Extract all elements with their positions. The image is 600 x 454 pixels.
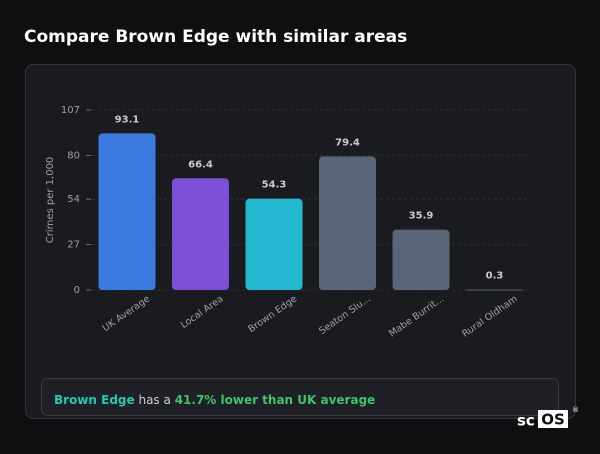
logo: sc OS ® [517, 406, 579, 430]
summary-area: Brown Edge [54, 393, 135, 407]
y-tick-label: 27 [67, 240, 80, 251]
logo-prefix: sc [517, 412, 535, 430]
logo-mark: ® [572, 406, 579, 414]
bar [466, 289, 523, 291]
y-axis-label: Crimes per 1,000 [45, 157, 56, 244]
logo-boxed: OS [541, 411, 565, 429]
bar [319, 156, 376, 290]
bar [98, 133, 156, 290]
summary-text: Brown Edge has a 41.7% lower than UK ave… [54, 393, 375, 407]
summary-comparison: 41.7% lower than UK average [175, 393, 376, 407]
logo-box [538, 410, 568, 428]
y-tick-label: 107 [61, 105, 80, 116]
summary-middle: has a [138, 393, 170, 407]
bar [172, 178, 229, 290]
value-label: 79.4 [335, 137, 360, 148]
y-tick-label: 54 [67, 194, 80, 205]
bar [245, 198, 303, 290]
chart-title: Compare Brown Edge with similar areas [24, 27, 407, 47]
y-tick-label: 0 [74, 285, 80, 296]
bar [392, 229, 450, 290]
summary-box [41, 378, 559, 416]
value-label: 35.9 [409, 211, 434, 222]
value-label: 93.1 [115, 114, 140, 125]
y-tick-label: 80 [67, 150, 80, 161]
value-label: 0.3 [486, 270, 504, 281]
value-label: 66.4 [188, 159, 213, 170]
value-label: 54.3 [262, 180, 287, 191]
